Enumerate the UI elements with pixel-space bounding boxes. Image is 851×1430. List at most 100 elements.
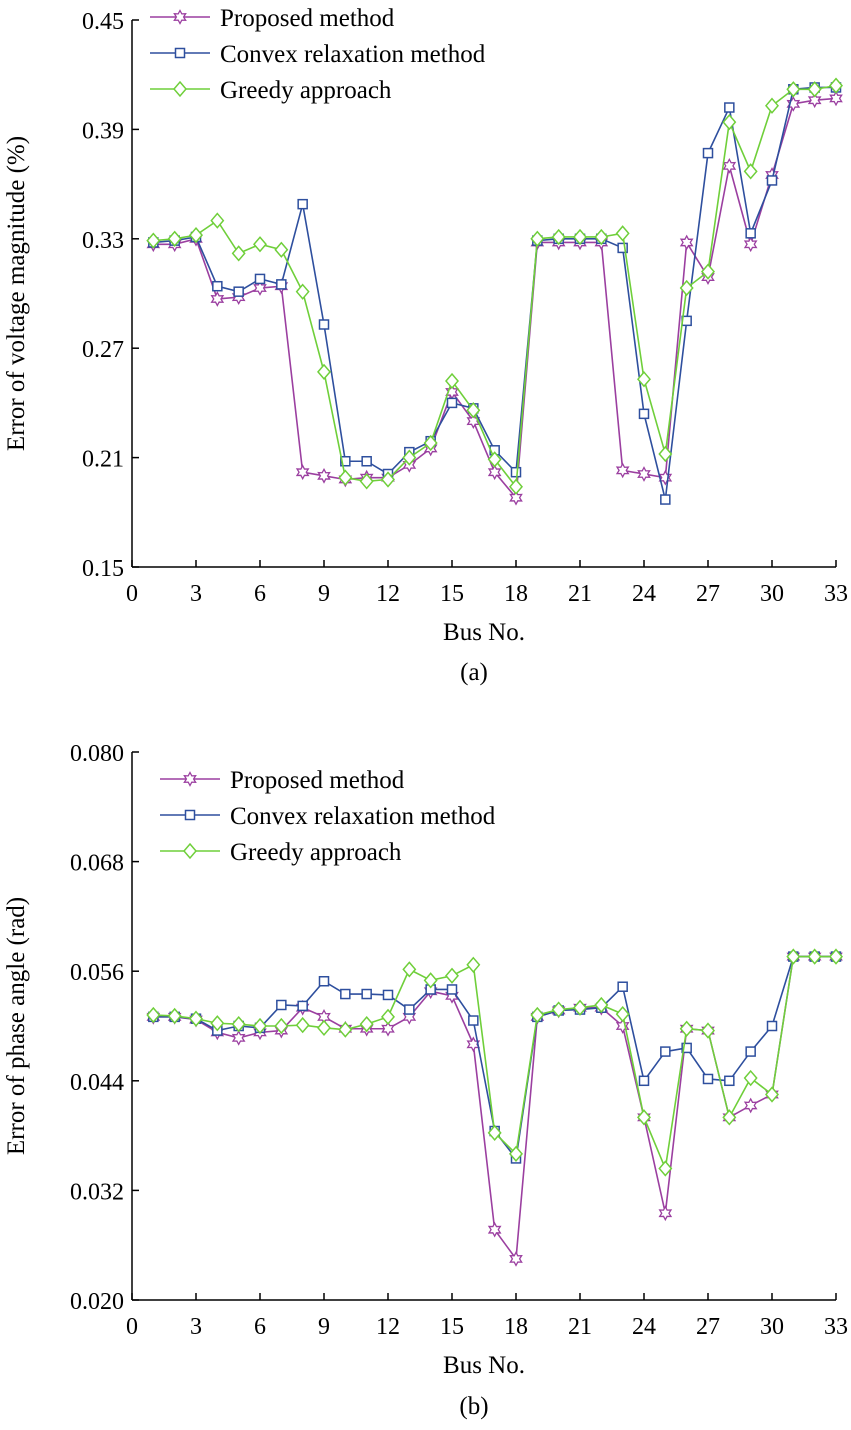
data-point (487, 464, 502, 481)
x-tick-label: 0 (126, 581, 138, 607)
x-tick-label: 15 (440, 581, 464, 607)
x-tick-label: 3 (190, 1314, 202, 1340)
y-tick-label: 0.15 (82, 556, 124, 582)
y-tick-label: 0.056 (70, 960, 124, 986)
data-point (722, 157, 737, 174)
data-point (637, 466, 651, 482)
data-point (361, 455, 372, 467)
panel-label: (b) (459, 1393, 488, 1420)
x-tick-label: 3 (190, 581, 202, 607)
series-star (146, 948, 843, 1267)
data-point (295, 464, 310, 481)
data-point (381, 1020, 395, 1037)
data-point (658, 1205, 673, 1222)
legend-label: Convex relaxation method (230, 803, 496, 830)
data-point (638, 408, 650, 420)
data-point (446, 397, 458, 409)
x-tick-label: 30 (760, 1314, 784, 1340)
data-point (743, 1097, 758, 1114)
x-tick-label: 27 (696, 1314, 720, 1340)
data-point (660, 1046, 671, 1057)
legend-label: Greedy approach (220, 77, 392, 104)
data-point (359, 1016, 374, 1033)
data-point (423, 972, 438, 989)
data-point (594, 228, 609, 246)
x-tick-label: 27 (696, 581, 720, 607)
data-point (829, 90, 843, 107)
series-diamond (146, 77, 843, 495)
data-point (530, 1006, 545, 1024)
data-point (487, 1124, 502, 1142)
x-tick-label: 33 (824, 1314, 848, 1340)
data-point (702, 1073, 714, 1085)
x-tick-label: 30 (760, 581, 784, 607)
data-point (702, 147, 714, 159)
legend-label: Proposed method (220, 5, 395, 32)
data-point (509, 489, 523, 506)
data-point (786, 95, 801, 112)
data-point (189, 1010, 203, 1027)
y-tick-label: 0.45 (82, 9, 124, 35)
data-point (295, 1016, 310, 1034)
y-tick-label: 0.044 (70, 1070, 124, 1096)
data-point (466, 1036, 481, 1053)
data-point (701, 263, 715, 280)
data-point (681, 1042, 692, 1054)
data-point (210, 212, 225, 229)
data-point (509, 478, 523, 495)
data-point (660, 494, 671, 505)
phase-angle-chart: 0.020 0.032 0.044 0.056 0.068 0.080 0 3 6 9 12 15 18… (3, 741, 848, 1420)
data-point (724, 1075, 735, 1087)
series-diamond (146, 948, 843, 1177)
legend-marker (173, 80, 187, 98)
y-axis-title: Error of phase angle (rad) (3, 897, 30, 1155)
data-point (423, 434, 438, 452)
data-point (276, 279, 287, 290)
legend: Proposed method Convex relaxation method G… (160, 767, 496, 866)
data-point (146, 1006, 161, 1024)
data-point (317, 1019, 331, 1036)
y-tick-label: 0.068 (70, 851, 124, 877)
data-point (765, 1086, 779, 1103)
data-point (617, 242, 628, 254)
data-point (807, 948, 822, 965)
data-point (233, 286, 244, 297)
x-axis-title: Bus No. (443, 1352, 525, 1379)
data-point (167, 230, 182, 247)
data-point (274, 241, 289, 258)
legend-label: Convex relaxation method (220, 41, 486, 68)
y-tick-label: 0.33 (82, 228, 124, 254)
y-tick-label: 0.39 (82, 118, 124, 144)
data-point (445, 967, 459, 984)
series-line (153, 97, 837, 500)
data-point (766, 1020, 778, 1032)
data-point (297, 1000, 308, 1012)
x-tick-label: 24 (632, 1314, 656, 1340)
data-point (807, 81, 822, 98)
data-point (381, 471, 395, 488)
data-point (573, 999, 587, 1016)
data-point (210, 1015, 225, 1032)
legend-marker (174, 47, 186, 59)
legend: Proposed method Convex relaxation method G… (150, 5, 486, 104)
data-point (317, 467, 331, 484)
data-point (829, 948, 843, 965)
data-point (231, 245, 246, 262)
data-point (468, 1015, 479, 1026)
data-point (807, 92, 822, 109)
series-line (153, 955, 836, 1262)
data-point (167, 1007, 182, 1025)
data-point (231, 1029, 246, 1046)
data-point (637, 1109, 651, 1126)
legend-label: Proposed method (230, 767, 405, 794)
y-tick-label: 0.21 (82, 447, 124, 473)
x-axis-title: Bus No. (443, 619, 525, 646)
data-point (253, 1017, 267, 1035)
data-point (638, 1075, 650, 1087)
legend-marker (173, 9, 187, 25)
data-point (446, 984, 458, 995)
data-point (679, 279, 694, 297)
y-tick-label: 0.27 (82, 337, 124, 363)
data-point (615, 1005, 630, 1023)
data-point (297, 198, 308, 210)
